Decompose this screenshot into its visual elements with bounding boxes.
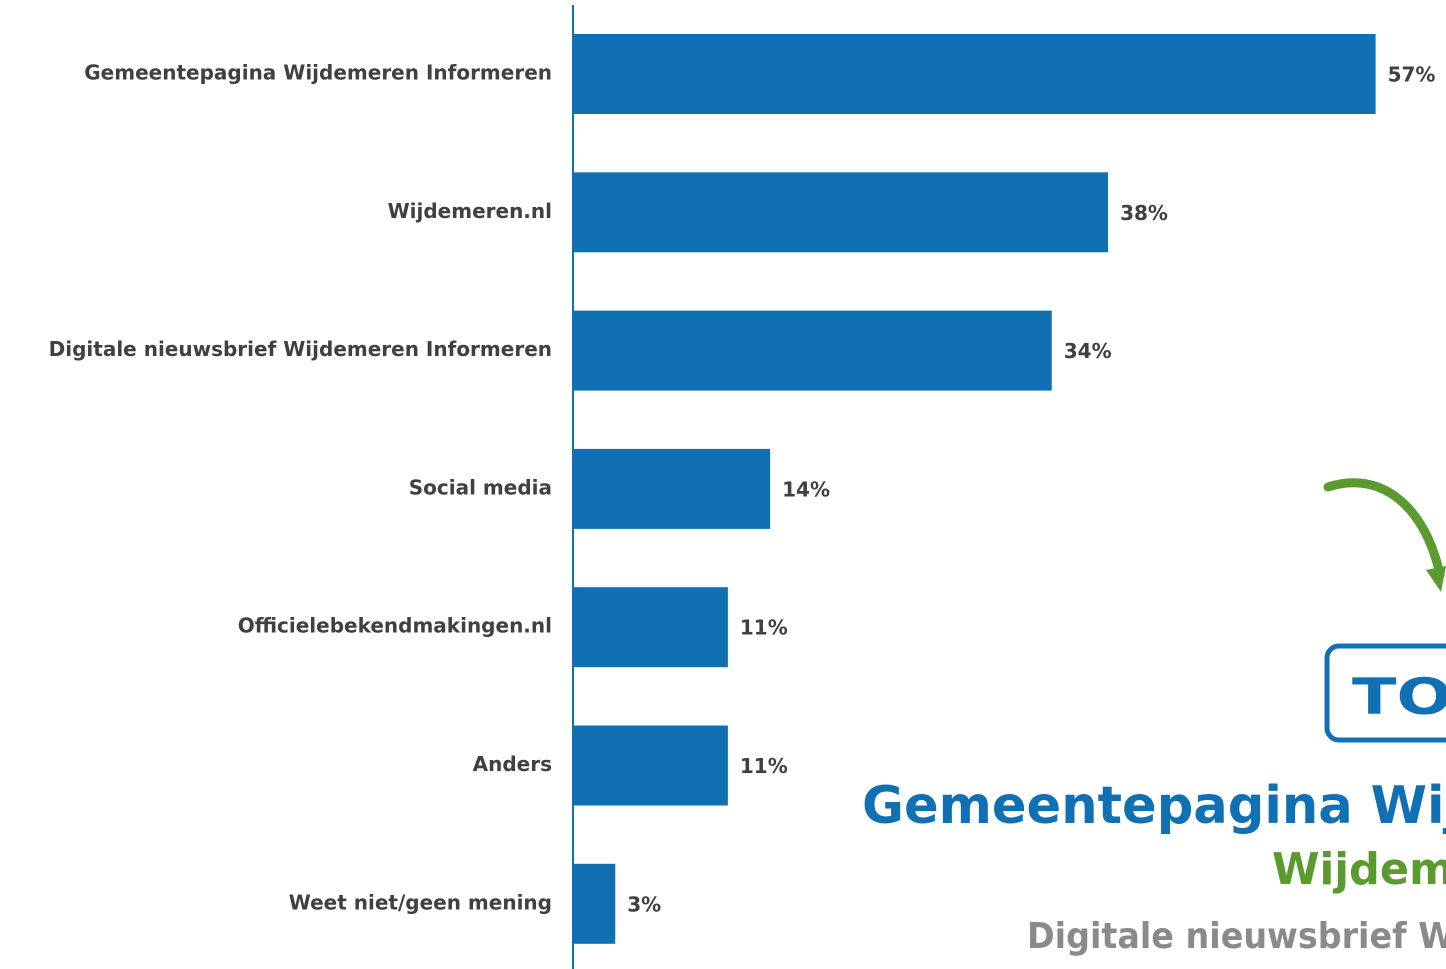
category-label: Digitale nieuwsbrief Wijdemeren Informer… <box>49 337 552 361</box>
bar <box>573 448 771 529</box>
value-label: 11% <box>740 616 788 640</box>
category-label: Social media <box>409 475 552 499</box>
overlay-line2: Wijdem <box>1272 844 1446 895</box>
overlay-line1: Gemeentepagina Wij <box>862 776 1446 836</box>
arrow <box>1323 478 1446 592</box>
value-label: 57% <box>1388 63 1436 87</box>
bar <box>573 587 728 668</box>
value-label: 11% <box>740 754 788 778</box>
category-label: Wijdemeren.nl <box>388 199 552 223</box>
badge-text: TO <box>1352 668 1446 726</box>
value-label: 3% <box>627 892 661 916</box>
badge-box <box>1324 643 1446 743</box>
value-label: 14% <box>782 477 830 501</box>
category-label: Officielebekendmakingen.nl <box>238 614 552 638</box>
bar <box>573 725 728 806</box>
overlay-line3: Digitale nieuwsbrief W <box>1027 916 1446 957</box>
bar <box>573 310 1052 391</box>
bar <box>573 34 1376 114</box>
category-label: Anders <box>473 752 552 776</box>
bar <box>573 863 616 944</box>
value-label: 34% <box>1064 339 1112 363</box>
category-label: Weet niet/geen mening <box>289 890 552 914</box>
category-label: Gemeentepagina Wijdemeren Informeren <box>84 61 552 85</box>
bar <box>573 172 1109 253</box>
value-label: 38% <box>1120 201 1168 225</box>
